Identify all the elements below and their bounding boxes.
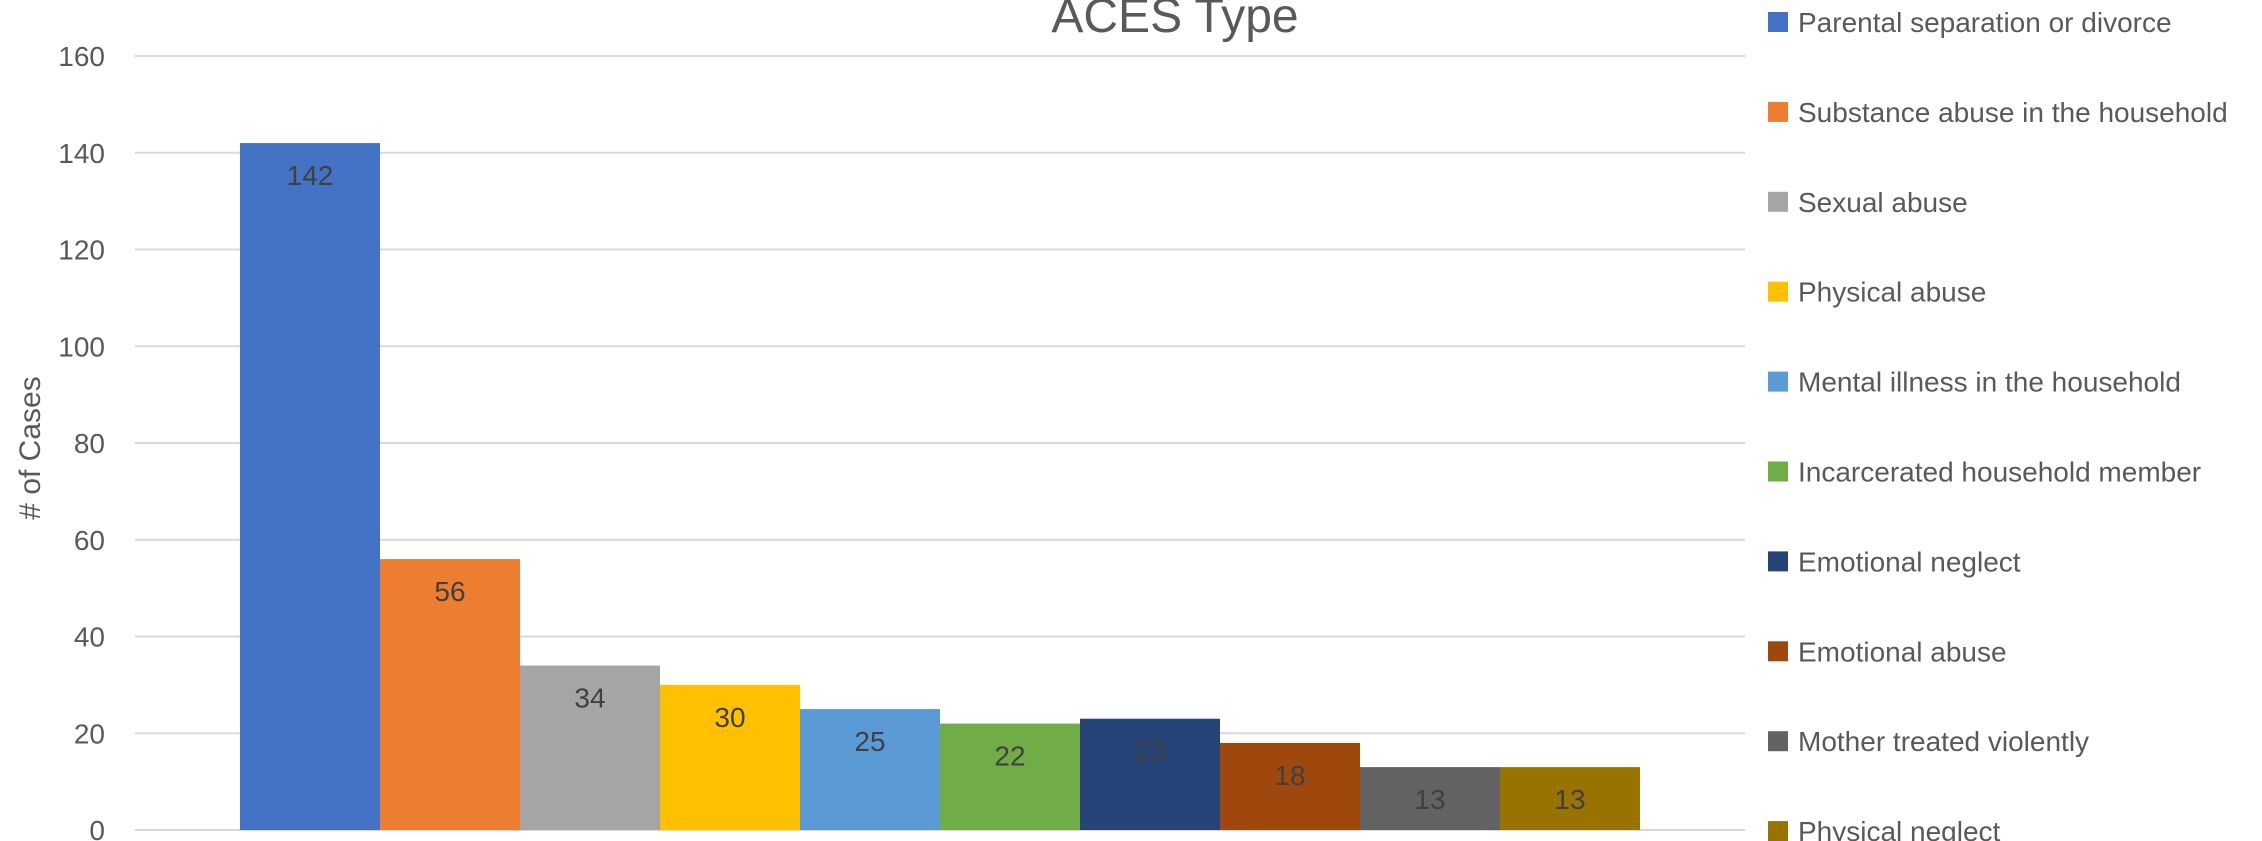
y-tick-label: 140: [58, 138, 105, 169]
data-label: 30: [714, 702, 745, 733]
bar: [380, 559, 520, 830]
legend-label: Emotional neglect: [1798, 546, 2021, 577]
legend-swatch: [1768, 731, 1788, 752]
bar: [1500, 767, 1640, 830]
bar: [800, 709, 940, 830]
data-label: 34: [574, 683, 605, 714]
data-label: 25: [854, 726, 885, 757]
y-tick-label: 100: [58, 331, 105, 362]
legend-label: Substance abuse in the household: [1798, 97, 2228, 128]
legend-label: Physical abuse: [1798, 277, 1986, 308]
bar: [940, 723, 1080, 830]
legend-label: Mental illness in the household: [1798, 367, 2181, 398]
legend-label: Sexual abuse: [1798, 187, 1968, 218]
legend-swatch: [1768, 821, 1788, 841]
legend-swatch: [1768, 191, 1788, 212]
legend-swatch: [1768, 551, 1788, 572]
chart-title: ACES Type: [1051, 0, 1298, 43]
y-tick-label: 40: [74, 622, 105, 653]
bar: [520, 665, 660, 830]
data-label: 56: [434, 576, 465, 607]
bar: [660, 684, 800, 830]
legend-swatch: [1768, 371, 1788, 392]
data-label: 22: [994, 741, 1025, 772]
data-label: 142: [287, 160, 334, 191]
data-labels: 142 56 34 30 25 22 23 18 13 13: [287, 160, 1586, 815]
legend: Parental separation or divorce Substance …: [1768, 7, 2228, 841]
legend-swatch: [1768, 461, 1788, 482]
legend-swatch: [1768, 641, 1788, 662]
data-label: 13: [1554, 784, 1585, 815]
bar: [1080, 718, 1220, 830]
y-axis-title: # of Cases: [14, 376, 47, 519]
legend-label: Mother treated violently: [1798, 726, 2089, 757]
y-tick-label: 20: [74, 718, 105, 749]
legend-swatch: [1768, 281, 1788, 302]
y-tick-label: 0: [89, 815, 105, 841]
bars: [240, 143, 1640, 830]
bar: [1220, 742, 1360, 830]
legend-swatch: [1768, 101, 1788, 122]
y-tick-label: 80: [74, 428, 105, 459]
y-tick-label: 120: [58, 235, 105, 266]
data-label: 18: [1274, 760, 1305, 791]
data-label: 23: [1134, 736, 1165, 767]
bar: [1360, 767, 1500, 830]
legend-label: Incarcerated household member: [1798, 457, 2201, 488]
bar: [240, 143, 380, 830]
legend-label: Parental separation or divorce: [1798, 7, 2172, 38]
legend-swatch: [1768, 12, 1788, 32]
y-tick-label: 60: [74, 525, 105, 556]
legend-label: Physical neglect: [1798, 816, 2001, 841]
data-label: 13: [1414, 784, 1445, 815]
legend-label: Emotional abuse: [1798, 636, 2007, 667]
y-tick-label: 160: [58, 41, 105, 72]
y-axis-tick-labels: 0 20 40 60 80 100 120 140 160: [58, 41, 105, 841]
